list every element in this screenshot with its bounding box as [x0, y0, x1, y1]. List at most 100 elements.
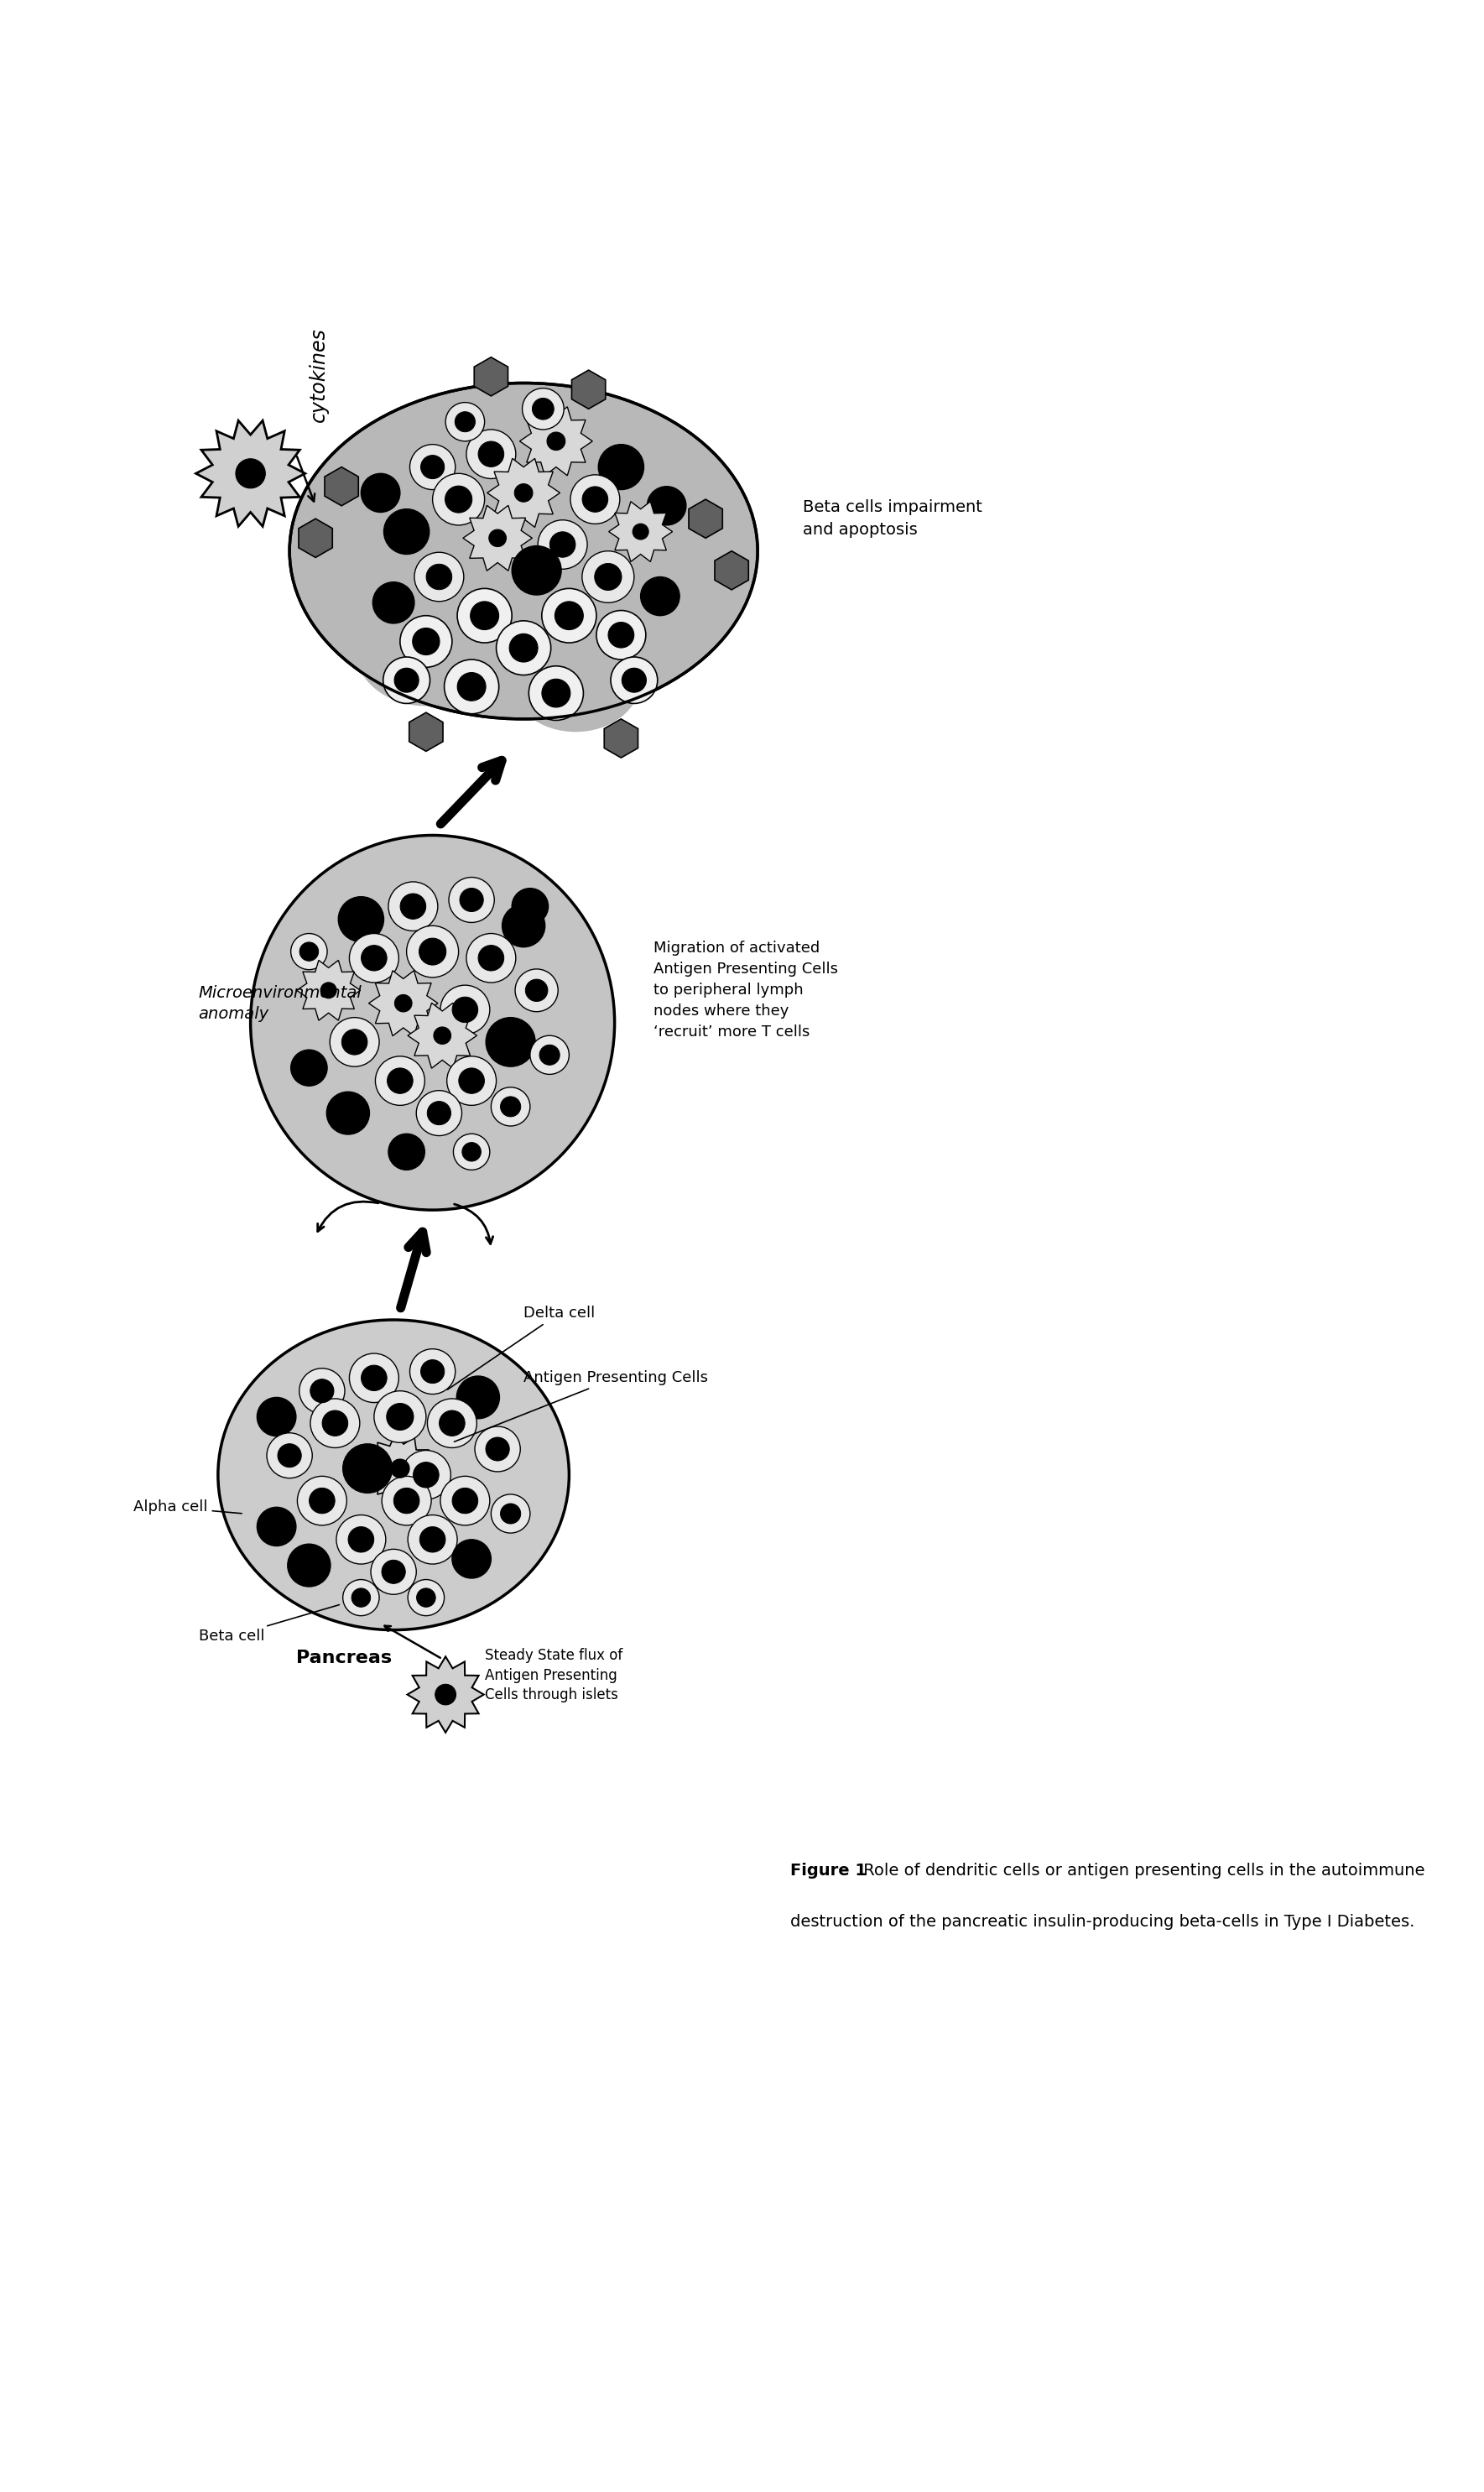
Circle shape [537, 521, 588, 568]
Circle shape [542, 678, 570, 708]
Circle shape [622, 668, 646, 693]
Circle shape [500, 1503, 521, 1523]
Text: Antigen Presenting Cells: Antigen Presenting Cells [454, 1371, 708, 1443]
Circle shape [407, 925, 459, 977]
Circle shape [533, 399, 554, 419]
Circle shape [257, 1398, 295, 1435]
Circle shape [410, 1348, 456, 1393]
Circle shape [548, 431, 565, 451]
Circle shape [459, 1069, 484, 1094]
Circle shape [343, 1443, 392, 1493]
Circle shape [375, 1057, 424, 1106]
Circle shape [267, 1433, 312, 1478]
Circle shape [297, 1475, 347, 1525]
Circle shape [329, 1017, 380, 1067]
Ellipse shape [289, 384, 758, 720]
Circle shape [447, 1057, 496, 1106]
Circle shape [457, 673, 485, 700]
Circle shape [349, 934, 399, 982]
Circle shape [343, 1580, 380, 1615]
Ellipse shape [510, 628, 641, 733]
Circle shape [414, 553, 464, 601]
Circle shape [522, 389, 564, 429]
Circle shape [457, 1376, 500, 1418]
Circle shape [384, 508, 429, 553]
Circle shape [453, 997, 478, 1022]
Circle shape [433, 1027, 451, 1044]
Circle shape [641, 576, 680, 616]
Circle shape [456, 411, 475, 431]
Circle shape [502, 905, 545, 947]
Circle shape [381, 1560, 405, 1582]
Circle shape [374, 1391, 426, 1443]
Circle shape [361, 473, 401, 513]
Circle shape [371, 1550, 417, 1595]
Circle shape [582, 486, 608, 511]
Circle shape [462, 1141, 481, 1161]
Ellipse shape [410, 396, 573, 473]
Text: destruction of the pancreatic insulin-producing beta-cells in Type I Diabetes.: destruction of the pancreatic insulin-pr… [789, 1914, 1414, 1931]
Circle shape [540, 1044, 559, 1064]
Text: Alpha cell: Alpha cell [134, 1500, 242, 1515]
Circle shape [496, 621, 551, 675]
Circle shape [349, 1353, 399, 1403]
Ellipse shape [251, 835, 614, 1211]
Circle shape [427, 1101, 451, 1124]
Text: Beta cell: Beta cell [199, 1605, 340, 1645]
Ellipse shape [355, 591, 497, 705]
Polygon shape [368, 969, 438, 1037]
Circle shape [291, 1049, 328, 1087]
Circle shape [500, 1096, 521, 1116]
Polygon shape [604, 720, 638, 758]
Circle shape [582, 551, 634, 603]
Polygon shape [298, 518, 332, 558]
Circle shape [478, 441, 505, 466]
Circle shape [595, 563, 622, 591]
Polygon shape [463, 506, 533, 571]
Circle shape [530, 1037, 568, 1074]
Circle shape [420, 1528, 445, 1553]
Polygon shape [407, 1657, 484, 1732]
Circle shape [598, 444, 644, 488]
Circle shape [512, 887, 548, 925]
Circle shape [395, 668, 418, 693]
Circle shape [475, 1425, 521, 1473]
Circle shape [300, 1368, 344, 1413]
Circle shape [413, 628, 439, 655]
Polygon shape [408, 1002, 476, 1069]
Circle shape [310, 1378, 334, 1403]
Text: Microenvironmental
anomaly: Microenvironmental anomaly [199, 984, 362, 1022]
Circle shape [570, 476, 620, 523]
Circle shape [608, 623, 634, 648]
Circle shape [383, 658, 430, 703]
Circle shape [426, 563, 453, 591]
Text: Delta cell: Delta cell [448, 1306, 595, 1391]
Circle shape [338, 897, 384, 942]
Circle shape [549, 531, 576, 558]
Circle shape [478, 944, 505, 972]
Circle shape [441, 984, 490, 1034]
Circle shape [488, 528, 506, 546]
Circle shape [309, 1488, 335, 1513]
Circle shape [491, 1495, 530, 1533]
Circle shape [395, 994, 413, 1012]
Circle shape [445, 401, 485, 441]
Polygon shape [410, 713, 442, 750]
Text: cytokines: cytokines [309, 326, 329, 421]
Circle shape [386, 1403, 414, 1430]
Polygon shape [519, 406, 592, 476]
Circle shape [632, 523, 649, 541]
Circle shape [485, 1017, 536, 1067]
Text: Migration of activated
Antigen Presenting Cells
to peripheral lymph
nodes where : Migration of activated Antigen Presentin… [653, 942, 838, 1039]
Circle shape [393, 1488, 420, 1513]
Polygon shape [571, 371, 605, 409]
Circle shape [453, 1488, 478, 1513]
Circle shape [444, 660, 499, 713]
Polygon shape [325, 466, 359, 506]
Circle shape [470, 601, 499, 630]
Circle shape [417, 1587, 435, 1607]
Circle shape [408, 1515, 457, 1565]
Circle shape [611, 658, 657, 703]
Circle shape [491, 1087, 530, 1126]
Circle shape [432, 473, 485, 526]
